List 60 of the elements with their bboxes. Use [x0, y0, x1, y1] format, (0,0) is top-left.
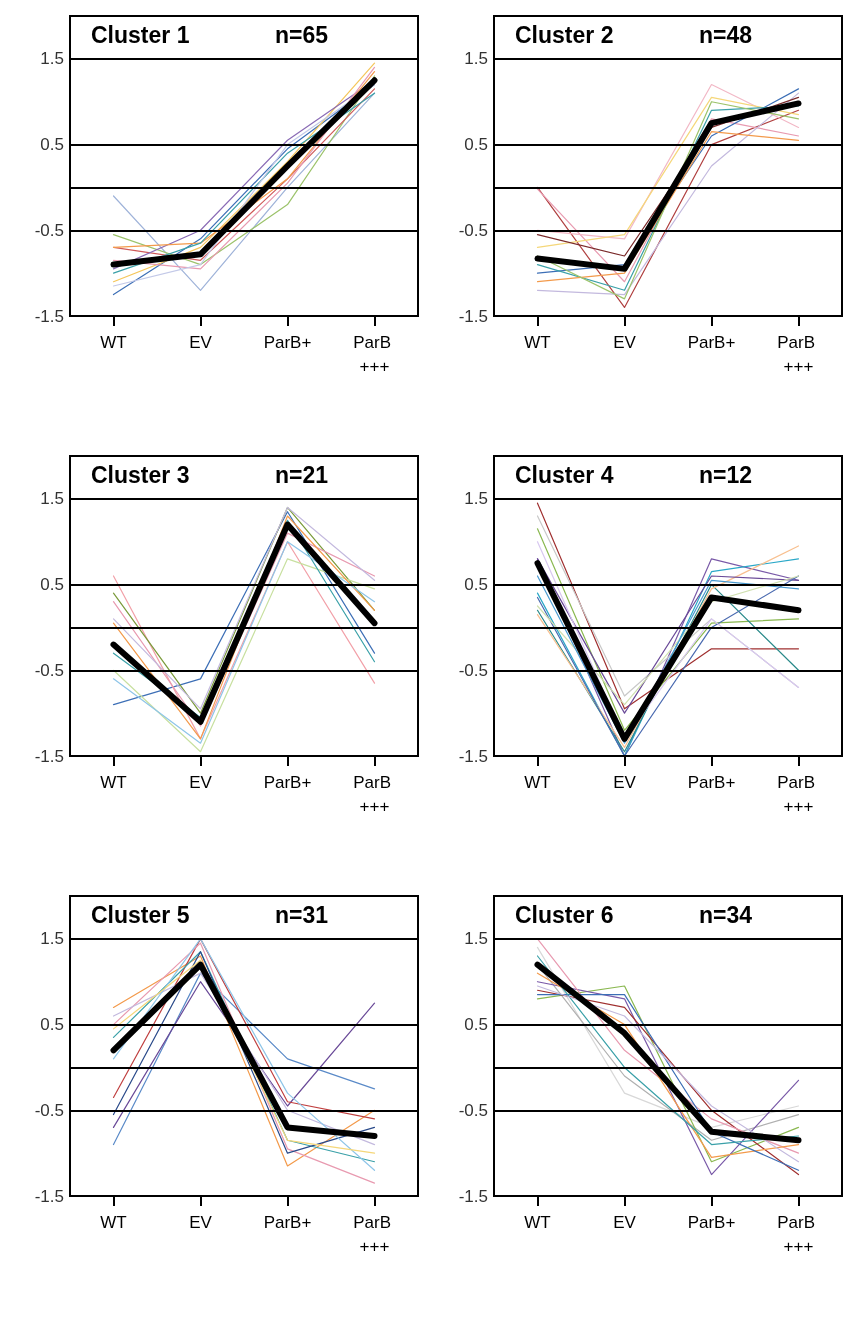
x-tick-label: ParB +++ [353, 772, 396, 816]
chart-title: Cluster 4 [515, 461, 614, 488]
y-tick-label: -1.5 [34, 1186, 64, 1206]
chart-title: Cluster 6 [515, 901, 614, 928]
x-tick-label: EV [613, 1212, 637, 1232]
y-tick-label: -1.5 [458, 746, 488, 766]
x-tick-label: ParB +++ [353, 332, 396, 376]
chart-subtitle: n=31 [275, 901, 329, 928]
chart-title: Cluster 5 [91, 901, 190, 928]
x-tick-label: ParB+ [687, 772, 736, 792]
y-tick-label: 0.5 [40, 575, 64, 595]
y-tick-label: -0.5 [34, 220, 64, 240]
chart-subtitle: n=21 [275, 461, 329, 488]
x-tick-label: ParB+ [263, 332, 312, 352]
y-tick-label: -0.5 [458, 1100, 488, 1120]
x-tick-label: ParB+ [263, 772, 312, 792]
y-tick-label: -1.5 [34, 746, 64, 766]
y-tick-label: 1.5 [464, 489, 488, 509]
chart-subtitle: n=12 [699, 461, 753, 488]
y-tick-label: 1.5 [40, 49, 64, 69]
y-tick-label: 1.5 [40, 489, 64, 509]
x-tick-label: EV [189, 1212, 213, 1232]
x-tick-label: ParB +++ [353, 1212, 396, 1256]
y-tick-label: -0.5 [34, 1100, 64, 1120]
y-tick-label: 0.5 [40, 1015, 64, 1035]
x-tick-label: WT [524, 772, 551, 792]
chart-subtitle: n=65 [275, 21, 329, 48]
x-tick-label: ParB +++ [777, 1212, 820, 1256]
x-tick-label: ParB +++ [777, 332, 820, 376]
y-tick-label: -1.5 [458, 1186, 488, 1206]
y-tick-label: 0.5 [464, 1015, 488, 1035]
x-tick-label: EV [189, 332, 213, 352]
x-tick-label: EV [613, 772, 637, 792]
chart-title: Cluster 2 [515, 21, 614, 48]
y-tick-label: -1.5 [458, 306, 488, 326]
y-tick-label: -0.5 [34, 660, 64, 680]
y-tick-label: 0.5 [40, 135, 64, 155]
x-tick-label: WT [100, 1212, 127, 1232]
x-tick-label: EV [613, 332, 637, 352]
x-tick-label: WT [524, 1212, 551, 1232]
chart-title: Cluster 1 [91, 21, 190, 48]
y-tick-label: 0.5 [464, 135, 488, 155]
x-tick-label: ParB+ [687, 1212, 736, 1232]
y-tick-label: 0.5 [464, 575, 488, 595]
y-tick-label: 1.5 [464, 929, 488, 949]
y-tick-label: 1.5 [40, 929, 64, 949]
y-tick-label: -0.5 [458, 660, 488, 680]
chart-title: Cluster 3 [91, 461, 190, 488]
chart-subtitle: n=48 [699, 21, 753, 48]
x-tick-label: ParB+ [263, 1212, 312, 1232]
x-tick-label: ParB +++ [777, 772, 820, 816]
x-tick-label: WT [100, 772, 127, 792]
chart-subtitle: n=34 [699, 901, 753, 928]
y-tick-label: -0.5 [458, 220, 488, 240]
y-tick-label: 1.5 [464, 49, 488, 69]
x-tick-label: WT [100, 332, 127, 352]
y-tick-label: -1.5 [34, 306, 64, 326]
x-tick-label: WT [524, 332, 551, 352]
x-tick-label: ParB+ [687, 332, 736, 352]
x-tick-label: EV [189, 772, 213, 792]
